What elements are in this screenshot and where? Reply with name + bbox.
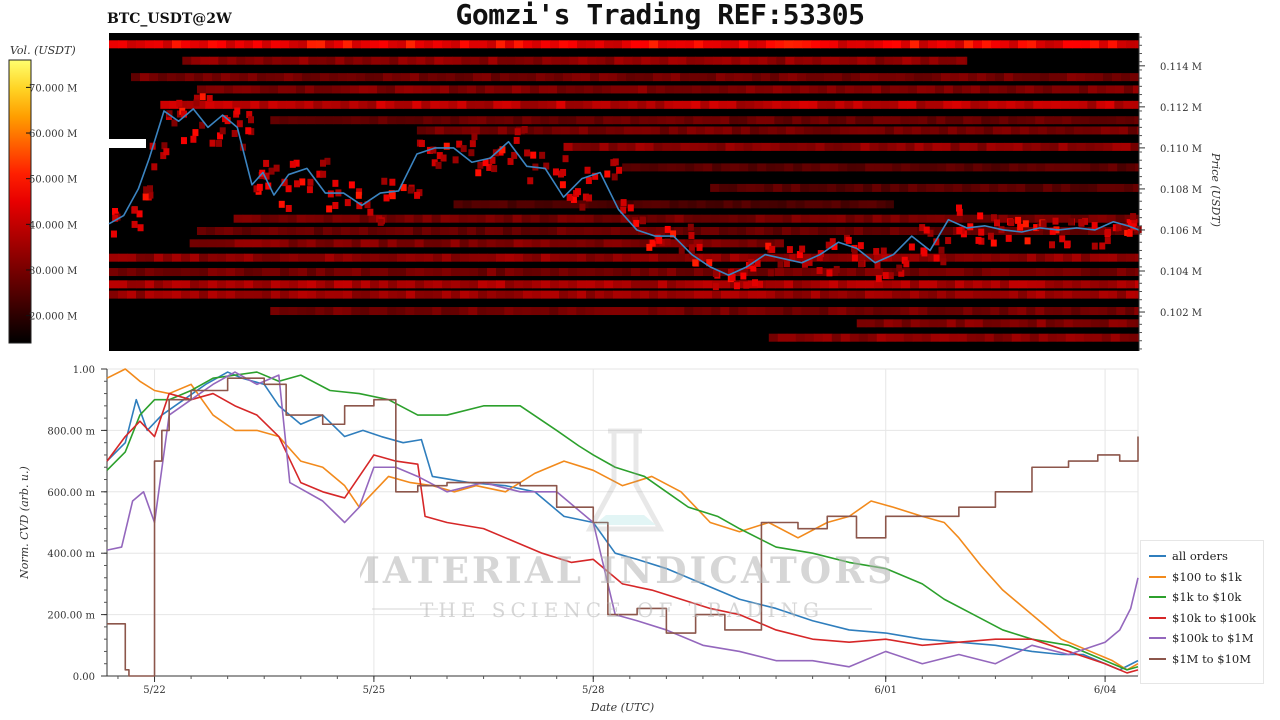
legend-swatch [1149, 555, 1166, 558]
liquidity-band [453, 200, 894, 209]
cvd-y-axis-title: Norm. CVD (arb. u.) [18, 466, 31, 580]
cvd-y-tick-label: 1.00 [73, 365, 95, 376]
legend: all orders $100 to $1k $1k to $10k $10k to … [1140, 540, 1264, 684]
liquidity-band [270, 116, 1140, 125]
liquidity-band [189, 239, 784, 248]
colorbar-gradient [8, 59, 32, 344]
cvd-chart: 0.00 200.00 m 400.00 m 600.00 m 800.00 m 1.00… [18, 365, 1139, 714]
cvd-x-tick-label: 5/25 [363, 685, 385, 696]
legend-swatch [1149, 616, 1166, 619]
cvd-series-line [106, 371, 1139, 668]
liquidity-band [233, 214, 1140, 223]
legend-swatch [1149, 575, 1166, 578]
legend-swatch [1149, 657, 1166, 660]
cvd-x-tick-label: 6/01 [874, 685, 896, 696]
legend-label: all orders [1172, 549, 1228, 564]
price-tick-label: 0.108 M [1160, 185, 1202, 196]
liquidity-band [182, 56, 968, 65]
liquidity-band [563, 142, 1140, 151]
cvd-series-line [107, 377, 1139, 677]
cvd-x-axis-title: Date (UTC) [590, 701, 654, 714]
cvd-y-tick-label: 800.00 m [47, 426, 95, 437]
cvd-y-tick-label: 600.00 m [47, 488, 95, 499]
legend-swatch [1149, 637, 1166, 640]
heatmap-peak-cell [109, 139, 146, 148]
colorbar-title: Vol. (USDT) [10, 44, 76, 57]
colorbar-tick-label: 30.000 M [29, 266, 77, 277]
legend-item[interactable]: $100k to $1M [1141, 628, 1263, 649]
price-tick-label: 0.104 M [1160, 267, 1202, 278]
cvd-series-line [106, 371, 1139, 671]
legend-label: $1k to $10k [1172, 590, 1242, 605]
legend-item[interactable]: $100 to $1k [1141, 567, 1263, 588]
legend-item[interactable]: $10k to $100k [1141, 608, 1263, 629]
liquidity-band [856, 319, 1140, 328]
colorbar-tick-label: 40.000 M [29, 220, 77, 231]
legend-label: $100 to $1k [1172, 569, 1242, 584]
price-tick-label: 0.106 M [1160, 226, 1202, 237]
price-axis-title: Price (USDT) [1209, 152, 1222, 227]
heatmap-chart: 0.102 M 0.104 M 0.106 M 0.108 M 0.110 M 0.112… [108, 33, 1222, 351]
liquidity-band [710, 183, 1140, 192]
price-tick-label: 0.110 M [1160, 144, 1202, 155]
liquidity-band [768, 333, 1140, 342]
liquidity-band [196, 85, 1140, 94]
legend-label: $10k to $100k [1172, 610, 1257, 625]
cvd-y-tick-label: 0.00 [73, 672, 95, 683]
cvd-y-tick-label: 400.00 m [47, 549, 95, 560]
legend-label: $100k to $1M [1172, 631, 1254, 646]
colorbar-tick-label: 50.000 M [29, 175, 77, 186]
liquidity-band [109, 268, 1140, 277]
cvd-series-line [106, 392, 1139, 674]
colorbar: 70.000 M 60.000 M 50.000 M 40.000 M 30.000 M… [8, 59, 77, 344]
liquidity-band [270, 307, 1140, 316]
colorbar-tick-label: 20.000 M [29, 312, 77, 323]
liquidity-band [622, 163, 1140, 172]
price-tick-label: 0.112 M [1160, 103, 1202, 114]
legend-item[interactable]: $1k to $10k [1141, 587, 1263, 608]
liquidity-band [109, 253, 1140, 262]
cvd-plot-area [106, 368, 1139, 677]
cvd-x-tick-label: 6/04 [1094, 685, 1116, 696]
price-tick-label: 0.102 M [1160, 308, 1202, 319]
cvd-series-line [106, 368, 1139, 671]
liquidity-band [130, 73, 1140, 82]
legend-swatch [1149, 596, 1166, 599]
cvd-y-tick-label: 200.00 m [47, 611, 95, 622]
liquidity-band [109, 40, 1140, 49]
legend-item[interactable]: $1M to $10M [1141, 649, 1263, 670]
cvd-series-line [106, 371, 1139, 671]
liquidity-band [416, 126, 1140, 135]
price-line [108, 108, 1140, 276]
liquidity-band [109, 290, 1140, 299]
cvd-x-tick-label: 5/22 [143, 685, 165, 696]
legend-label: $1M to $10M [1172, 651, 1251, 666]
liquidity-band [160, 100, 1140, 109]
legend-item[interactable]: all orders [1141, 546, 1263, 567]
liquidity-band [109, 280, 1140, 289]
colorbar-tick-label: 60.000 M [29, 129, 77, 140]
symbol-label: BTC_USDT@2W [107, 11, 232, 27]
cvd-x-tick-label: 5/28 [582, 685, 604, 696]
page-title: Gomzi's Trading REF:53305 [455, 0, 865, 31]
price-tick-label: 0.114 M [1160, 62, 1202, 73]
colorbar-tick-label: 70.000 M [29, 83, 77, 94]
